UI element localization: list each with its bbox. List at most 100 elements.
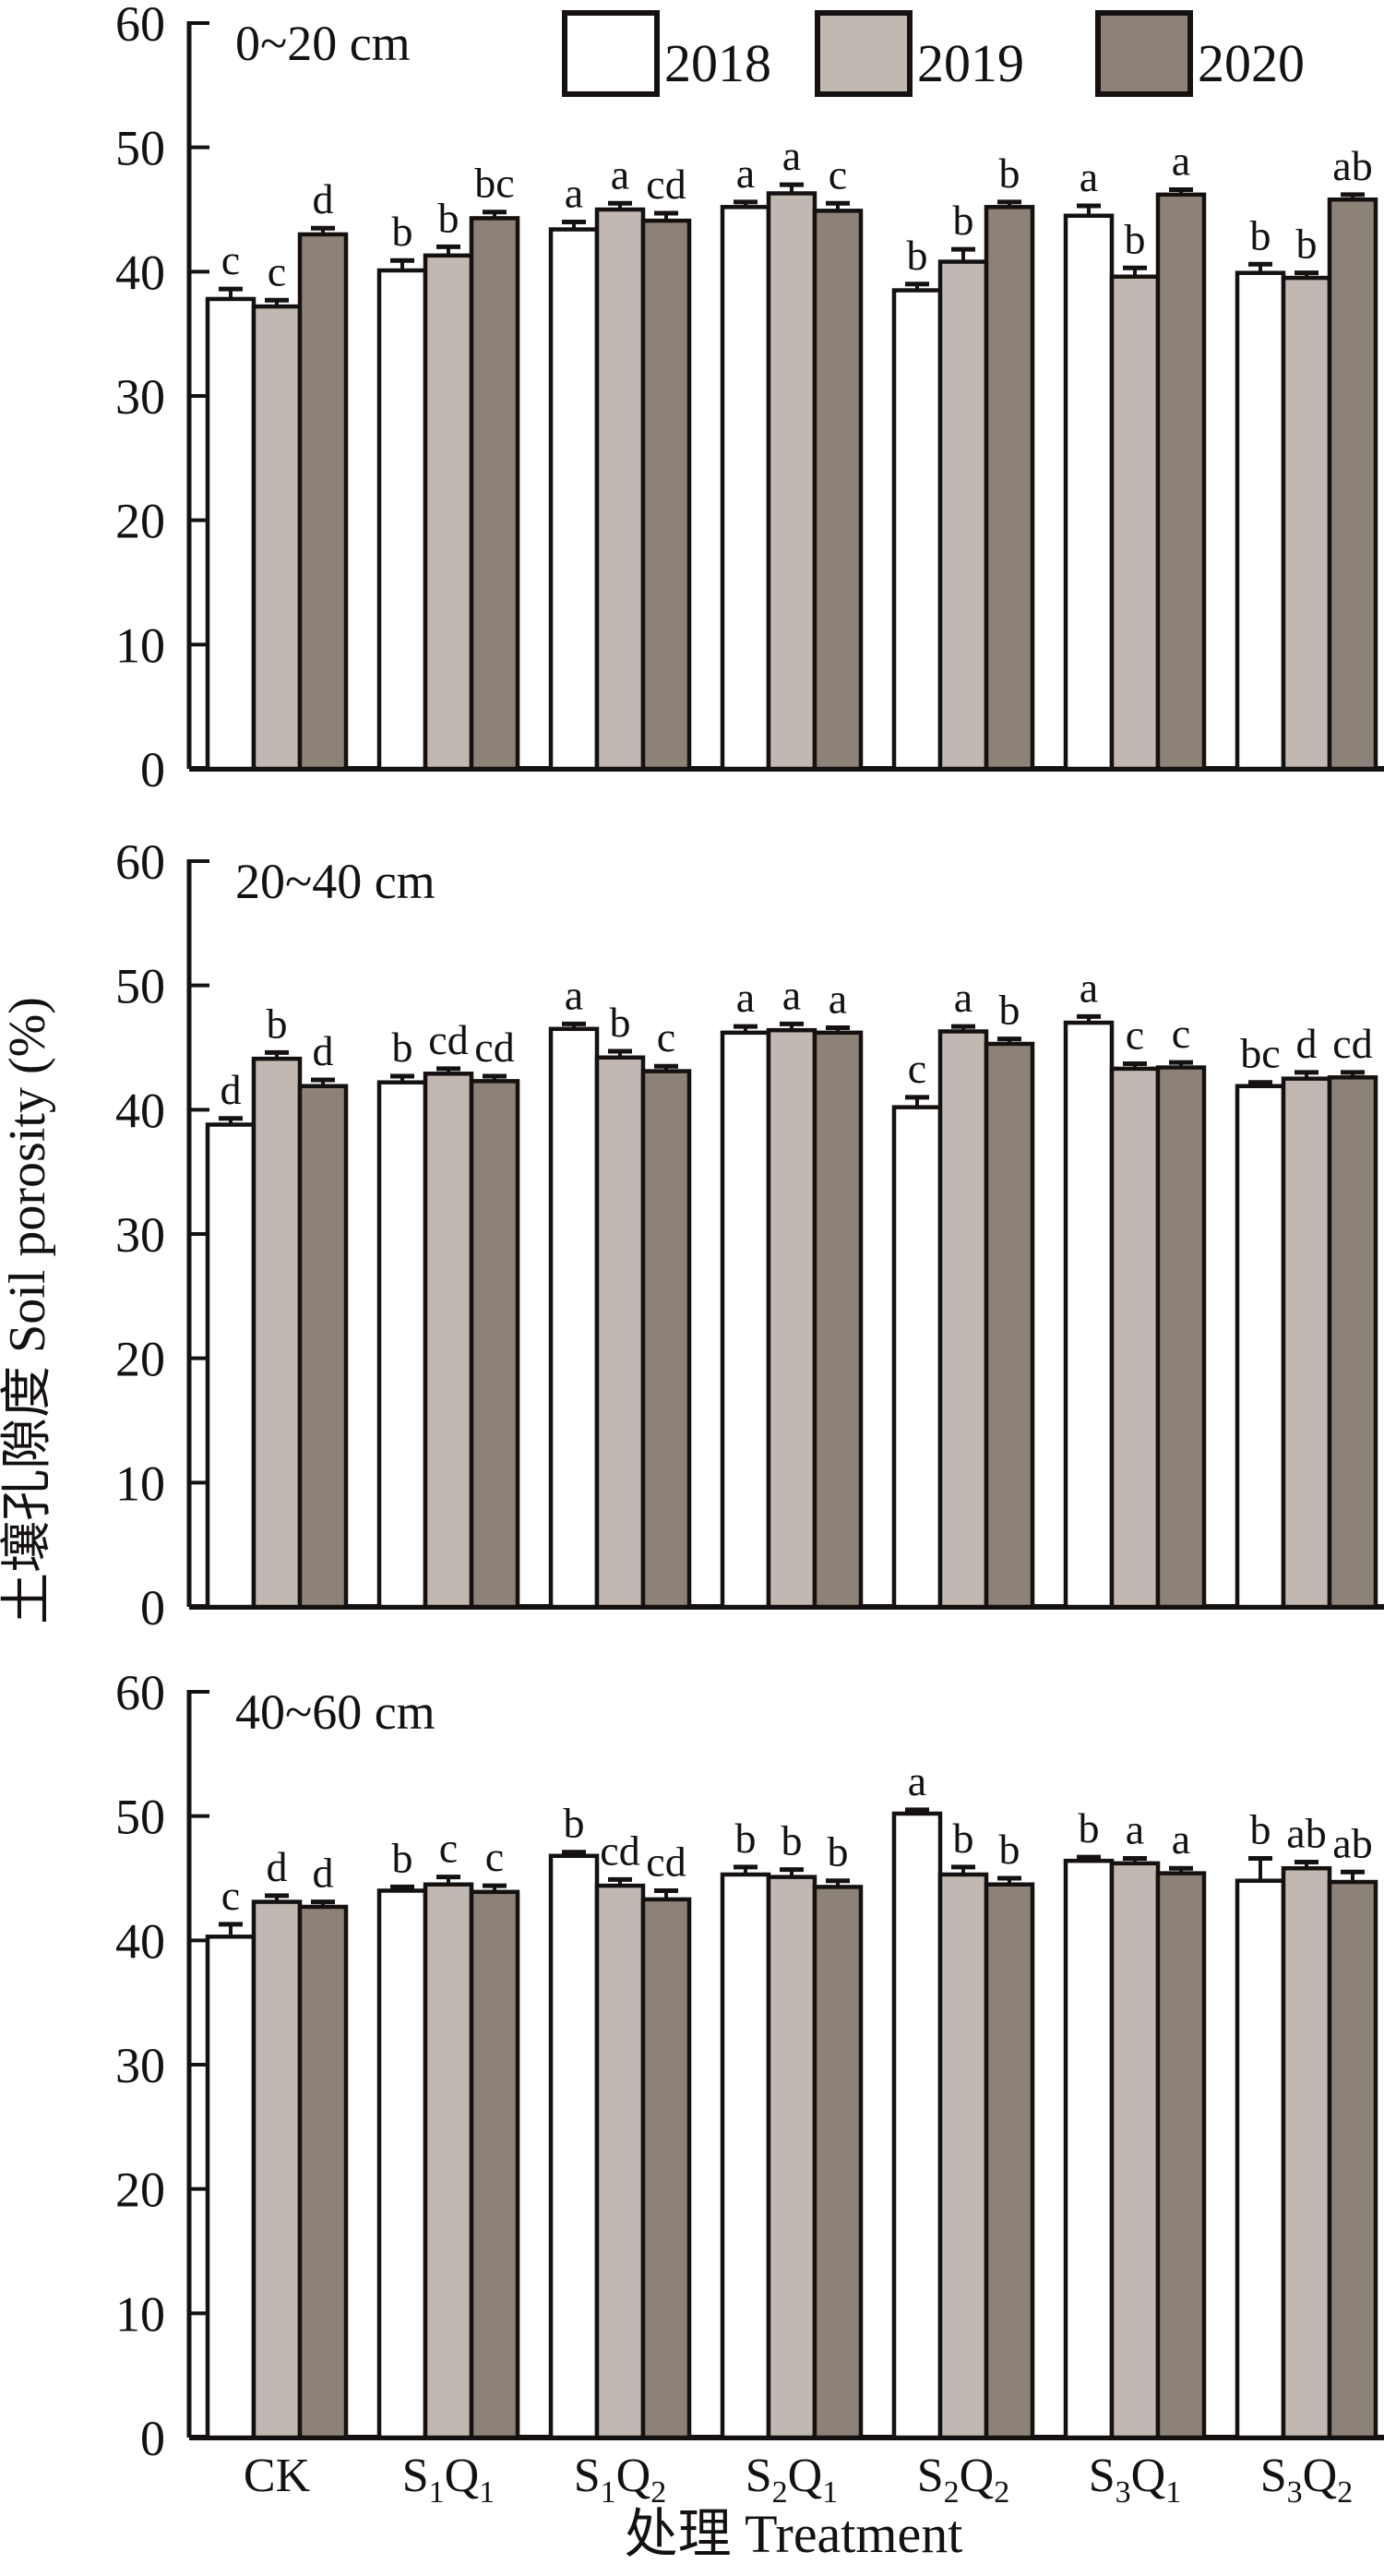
legend-label-2019: 2019 [917, 33, 1024, 93]
bar-2018-S2Q2 [891, 288, 943, 772]
category-label-S2Q2: S2Q2 [917, 2450, 1009, 2510]
y-tick-label: 50 [115, 959, 165, 1014]
sig-letter: cd [474, 1024, 514, 1071]
bar-2019-S3Q1 [1109, 274, 1161, 772]
sig-letter: b [781, 1817, 803, 1864]
y-tick-label: 30 [115, 1207, 165, 1263]
bar-2019-CK [251, 1899, 303, 2440]
sig-letter: b [392, 208, 413, 255]
legend: 2018 2019 2020 [562, 10, 1305, 97]
bar-2019-S1Q2 [594, 207, 646, 772]
bar-2019-S3Q2 [1281, 275, 1332, 772]
sig-letter: a [1080, 964, 1098, 1011]
bar-2019-S3Q1 [1109, 1861, 1161, 2440]
x-axis-title: 处理 Treatment [625, 2504, 963, 2564]
sig-letter: b [1250, 1805, 1271, 1852]
y-tick-label: 40 [115, 1083, 165, 1138]
panel-title: 40~60 cm [235, 1684, 435, 1740]
bar-2020-S3Q1 [1155, 1871, 1207, 2440]
bar-2018-S1Q1 [376, 1888, 428, 2440]
bar-2019-S2Q1 [766, 1027, 817, 1610]
sig-letter: b [1250, 211, 1271, 258]
bar-2019-S2Q2 [937, 1029, 989, 1610]
panel-title: 0~20 cm [235, 16, 411, 71]
bar-2020-S1Q2 [640, 1897, 692, 2440]
sig-letter: c [908, 1045, 926, 1092]
sig-letter: a [954, 974, 972, 1021]
y-tick-label: 50 [115, 121, 165, 176]
y-tick-label: 10 [115, 2286, 165, 2342]
sig-letter: cd [600, 1827, 639, 1874]
sig-letter: b [907, 232, 928, 279]
sig-letter: b [999, 987, 1020, 1034]
sig-letter: a [1172, 137, 1190, 184]
bar-2019-S3Q1 [1109, 1066, 1161, 1610]
sig-letter: a [908, 1757, 926, 1804]
sig-letter: a [565, 971, 583, 1018]
bar-2019-S1Q1 [423, 253, 474, 772]
bar-2019-S1Q2 [594, 1883, 646, 2440]
bar-2018-S3Q2 [1235, 270, 1286, 772]
y-tick-label: 10 [115, 617, 165, 673]
sig-letter: a [611, 150, 629, 198]
bar-2020-S2Q2 [984, 1041, 1035, 1610]
bar-2019-S2Q1 [766, 1875, 817, 2440]
sig-letter: b [953, 1815, 974, 1862]
bar-2018-CK [205, 1122, 257, 1610]
legend-swatch-2018 [562, 10, 660, 97]
bar-2019-S1Q1 [423, 1882, 474, 2440]
sig-letter: c [1172, 1010, 1190, 1057]
bar-2020-CK [297, 232, 349, 772]
sig-letter: d [1296, 1020, 1318, 1067]
bar-2020-S3Q2 [1327, 1879, 1378, 2440]
bar-2020-CK [297, 1084, 349, 1610]
bar-2020-S1Q2 [640, 218, 692, 772]
sig-letter: a [829, 975, 847, 1022]
sig-letter: c [485, 1833, 504, 1880]
y-tick-label: 60 [115, 834, 165, 890]
sig-letter: ab [1332, 1819, 1372, 1866]
bar-2020-S1Q1 [469, 216, 520, 772]
y-tick-label: 30 [115, 2038, 165, 2093]
sig-letter: bc [1240, 1030, 1280, 1077]
bar-2018-S2Q1 [720, 1030, 771, 1610]
sig-letter: a [1172, 1815, 1190, 1863]
sig-letter: b [392, 1834, 413, 1881]
sig-letter: b [1296, 221, 1318, 268]
sig-letter: c [657, 1013, 675, 1060]
bar-2020-S3Q1 [1155, 1065, 1207, 1610]
bar-2019-S2Q1 [766, 191, 817, 772]
sig-letter: a [1126, 1805, 1144, 1852]
y-tick-label: 0 [140, 742, 165, 797]
bar-2020-CK [297, 1904, 349, 2440]
sig-letter: a [1080, 153, 1098, 200]
bar-2019-S2Q2 [937, 259, 989, 772]
category-label-S1Q2: S1Q2 [574, 2450, 666, 2510]
sig-letter: cd [428, 1016, 468, 1063]
bar-2020-S1Q1 [469, 1889, 520, 2440]
sig-letter: d [313, 175, 334, 222]
sig-letter: cd [646, 161, 686, 208]
bar-2020-S2Q2 [984, 1882, 1035, 2440]
bar-2018-S2Q1 [720, 1872, 771, 2440]
sig-letter: cd [1332, 1020, 1372, 1067]
sig-letter: c [829, 150, 847, 198]
bar-2018-S1Q2 [548, 1853, 600, 2440]
y-tick-label: 20 [115, 494, 165, 549]
sig-letter: a [565, 169, 583, 216]
sig-letter: c [439, 1825, 458, 1872]
bar-2018-S2Q2 [891, 1811, 943, 2440]
y-tick-label: 0 [140, 2411, 165, 2466]
sig-letter: c [268, 247, 286, 294]
bar-2018-S1Q2 [548, 1026, 600, 1610]
sig-letter: a [736, 974, 755, 1021]
bar-2020-S1Q2 [640, 1069, 692, 1610]
sig-letter: d [313, 1027, 334, 1074]
y-tick-label: 20 [115, 1332, 165, 1387]
sig-letter: a [782, 971, 801, 1018]
sig-letter: b [392, 1024, 413, 1071]
y-tick-label: 40 [115, 1913, 165, 1969]
